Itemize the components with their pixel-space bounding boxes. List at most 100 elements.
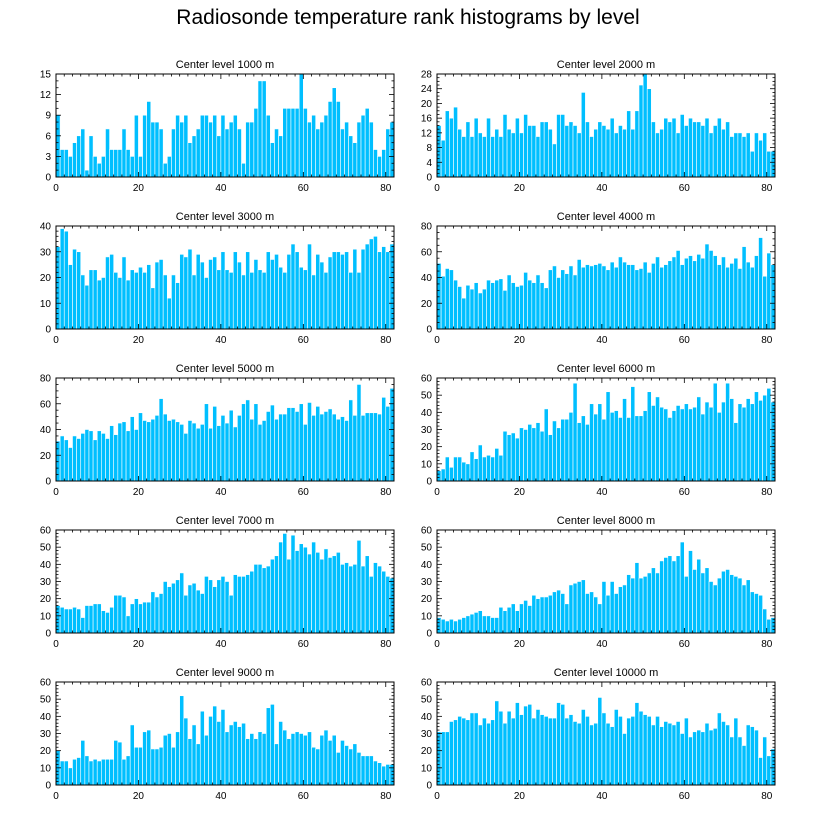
histogram-bar xyxy=(257,731,263,786)
histogram-bar xyxy=(515,702,520,786)
histogram-bar xyxy=(68,156,73,178)
histogram-bar xyxy=(659,726,665,786)
histogram-bar xyxy=(700,413,706,482)
histogram-bar xyxy=(510,132,516,178)
histogram-bar xyxy=(725,382,730,482)
histogram-bar xyxy=(237,576,242,634)
histogram-bar xyxy=(76,251,82,330)
histogram-bar xyxy=(655,256,660,330)
histogram-bar xyxy=(232,251,238,330)
histogram-bar xyxy=(150,591,156,634)
histogram-bar xyxy=(323,411,329,482)
histogram-bar xyxy=(729,574,735,634)
x-tick-label: 60 xyxy=(298,791,310,802)
histogram-bar xyxy=(486,615,491,634)
histogram-bar xyxy=(72,606,77,634)
histogram-bar xyxy=(461,617,467,634)
histogram-bar xyxy=(253,108,259,178)
histogram-bar xyxy=(597,121,603,178)
histogram-bar xyxy=(220,415,226,482)
x-tick-label: 20 xyxy=(133,335,145,346)
histogram-bar xyxy=(572,125,578,178)
histogram-bar xyxy=(457,286,463,330)
histogram-bar xyxy=(754,593,759,634)
histogram-bar xyxy=(377,762,382,786)
histogram-bar xyxy=(659,560,665,634)
histogram-bar xyxy=(352,142,358,178)
histogram-bar xyxy=(117,741,123,786)
histogram-bar xyxy=(675,721,681,786)
histogram-bar xyxy=(708,581,714,634)
histogram-bar xyxy=(348,565,354,634)
histogram-bar xyxy=(261,733,267,786)
histogram-bar xyxy=(564,603,570,634)
histogram-bar xyxy=(294,108,300,178)
x-tick-label: 40 xyxy=(215,639,227,650)
histogram-bar xyxy=(556,427,561,482)
histogram-bar xyxy=(626,717,632,786)
histogram-bar xyxy=(138,603,143,634)
histogram-bar xyxy=(671,117,677,178)
histogram-bar xyxy=(663,557,669,634)
histogram-bar xyxy=(72,248,77,330)
histogram-bar xyxy=(667,722,673,786)
histogram-bar xyxy=(101,277,106,330)
histogram-bar xyxy=(298,73,304,178)
histogram-bar xyxy=(101,758,106,786)
histogram-bar xyxy=(96,603,102,634)
histogram-bar xyxy=(696,729,702,786)
x-tick-label: 60 xyxy=(679,183,691,194)
histogram-bar xyxy=(335,552,341,634)
histogram-bar xyxy=(638,577,644,634)
histogram-bar xyxy=(348,272,354,330)
histogram-bar xyxy=(171,582,176,634)
histogram-bar xyxy=(564,717,570,786)
histogram-bar xyxy=(134,114,139,178)
histogram-bar xyxy=(436,617,442,634)
histogram-bar xyxy=(585,264,590,330)
histogram-bar xyxy=(331,734,337,786)
histogram-bar xyxy=(154,596,160,634)
histogram-bar xyxy=(121,256,127,330)
histogram-bar xyxy=(766,387,772,482)
histogram-bar xyxy=(257,269,263,330)
histogram-bar xyxy=(618,716,623,786)
histogram-bar xyxy=(589,136,594,178)
x-tick-label: 80 xyxy=(761,487,773,498)
histogram-bar xyxy=(216,425,222,482)
y-tick-label: 3 xyxy=(45,152,51,163)
histogram-bar xyxy=(585,716,590,786)
histogram-bar xyxy=(303,424,308,482)
histogram-bar xyxy=(373,760,378,786)
y-tick-label: 30 xyxy=(40,577,52,588)
histogram-bar xyxy=(506,274,512,330)
histogram-bar xyxy=(725,121,730,178)
histogram-bar xyxy=(618,125,623,178)
histogram-bar xyxy=(502,722,508,786)
histogram-bar xyxy=(377,413,382,482)
histogram-bar xyxy=(241,722,246,786)
histogram-bar xyxy=(700,257,706,330)
histogram-bar xyxy=(245,399,251,482)
histogram-bar xyxy=(659,128,665,178)
histogram-bar xyxy=(138,746,143,786)
histogram-bar xyxy=(716,577,722,634)
histogram-bar xyxy=(88,135,94,178)
histogram-bar xyxy=(59,606,65,634)
histogram-bar xyxy=(745,132,751,178)
histogram-bar xyxy=(92,758,98,786)
histogram-bar xyxy=(453,456,458,482)
histogram-bar xyxy=(655,716,660,786)
histogram-bar xyxy=(311,274,316,330)
histogram-bar xyxy=(465,463,471,482)
histogram-bar xyxy=(270,704,275,786)
histogram-bar xyxy=(220,709,226,786)
histogram-bar xyxy=(220,251,226,330)
histogram-bar xyxy=(129,156,135,178)
histogram-bar xyxy=(449,721,454,786)
histogram-bar xyxy=(166,156,172,178)
histogram-bar xyxy=(228,121,234,178)
histogram-bar xyxy=(241,274,246,330)
y-tick-label: 80 xyxy=(421,222,433,233)
histogram-bar xyxy=(142,601,147,634)
